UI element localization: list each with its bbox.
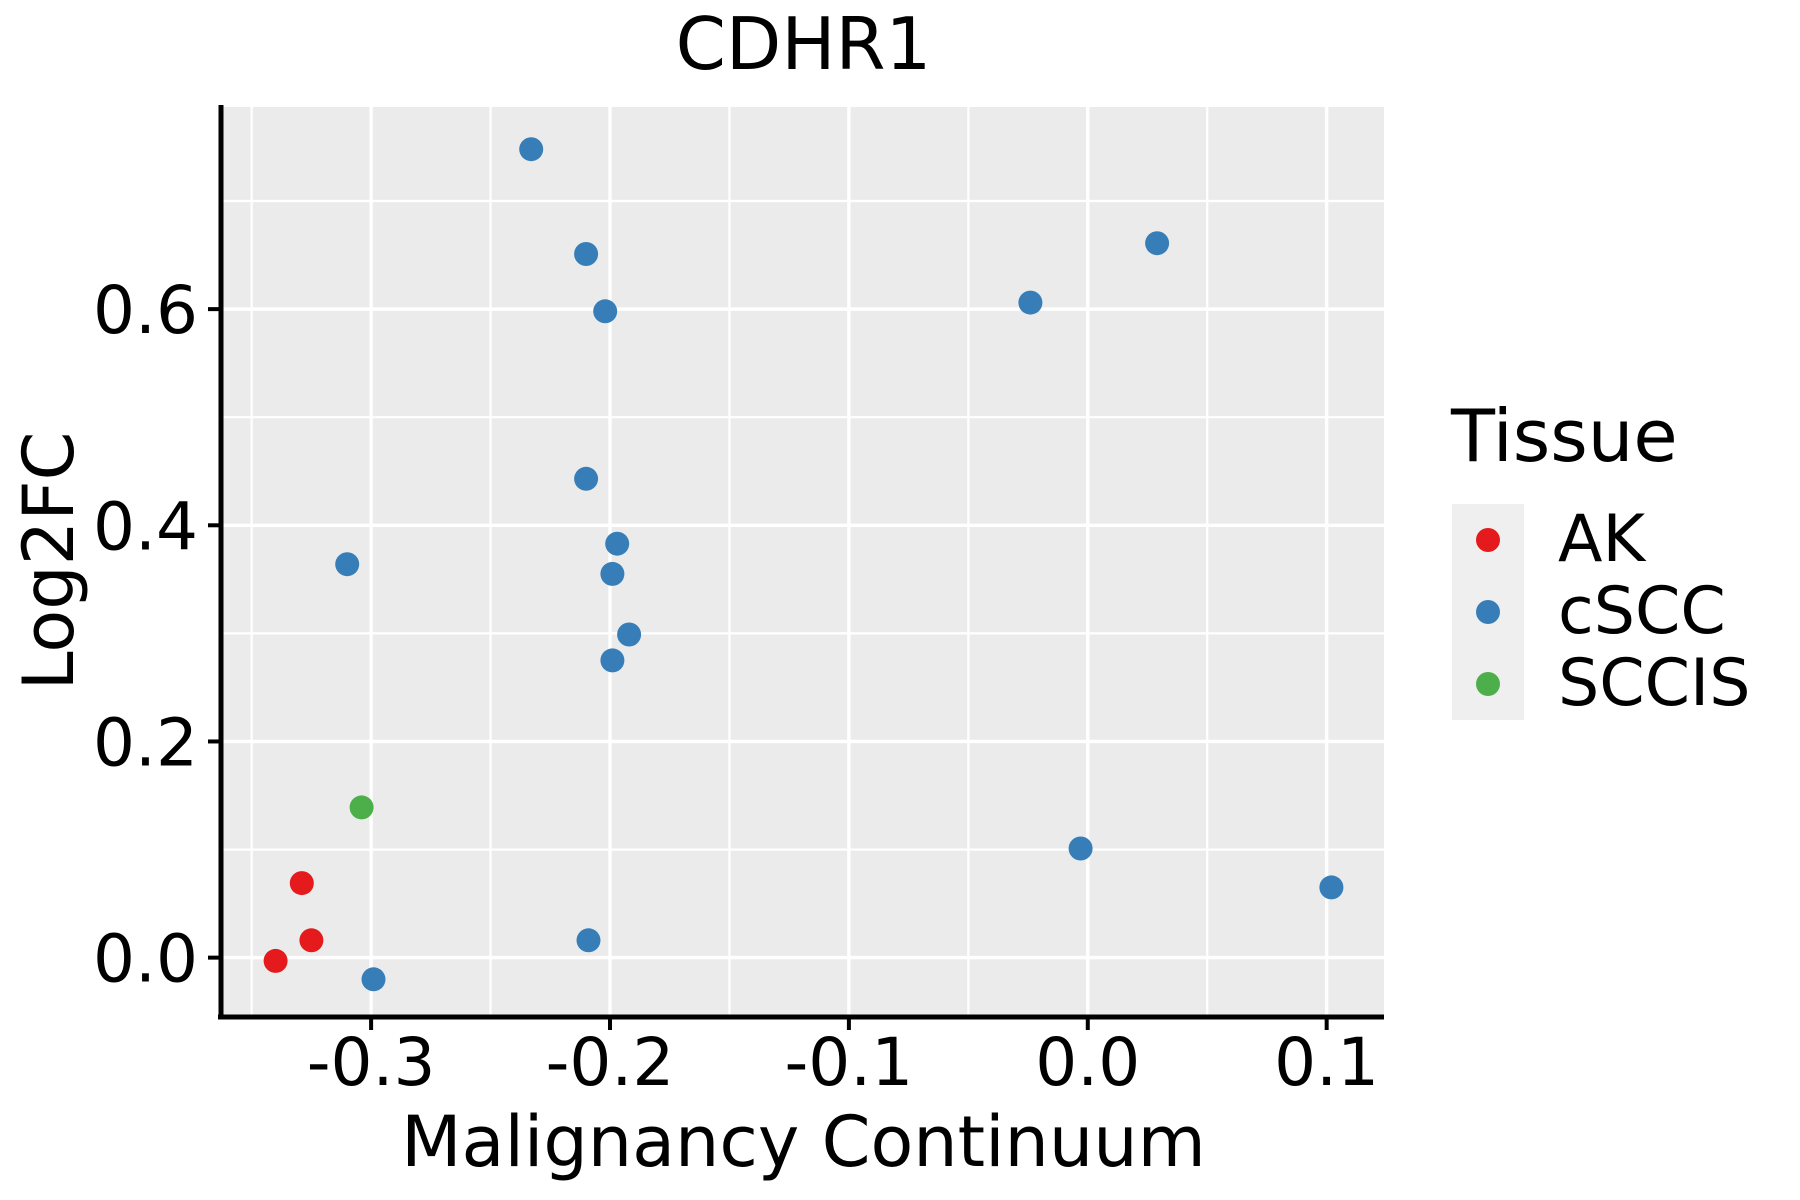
data-point-cscc — [519, 137, 544, 162]
legend-title: Tissue — [1451, 394, 1678, 478]
x-tick-label: 0.0 — [1035, 1024, 1140, 1101]
legend-key — [1452, 504, 1524, 576]
legend-dot-icon — [1476, 672, 1500, 696]
y-tick-label: 0.6 — [93, 272, 198, 349]
x-tick-label: 0.1 — [1274, 1024, 1379, 1101]
x-tick-label: -0.3 — [307, 1024, 436, 1101]
data-point-cscc — [335, 552, 360, 577]
legend-key — [1452, 648, 1524, 720]
data-point-cscc — [1068, 836, 1093, 861]
legend-label: AK — [1558, 502, 1646, 577]
chart-title: CDHR1 — [675, 2, 932, 86]
data-point-cscc — [605, 531, 630, 556]
y-axis-title: Log2FC — [8, 431, 90, 691]
data-point-ak — [263, 948, 288, 973]
data-point-cscc — [574, 466, 599, 491]
data-point-cscc — [1319, 875, 1344, 900]
x-tick-label: -0.1 — [784, 1024, 913, 1101]
legend-label: SCCIS — [1558, 646, 1751, 721]
data-point-ak — [289, 871, 314, 896]
legend-dot-icon — [1476, 528, 1500, 552]
data-point-cscc — [361, 967, 386, 992]
x-tick-label: -0.2 — [546, 1024, 675, 1101]
data-point-cscc — [600, 648, 625, 673]
legend-entry-ak: AK — [1452, 504, 1750, 576]
legend-label: cSCC — [1558, 574, 1726, 649]
data-point-cscc — [1145, 231, 1170, 256]
data-point-cscc — [1018, 290, 1043, 315]
data-point-cscc — [600, 561, 625, 586]
y-tick-label: 0.0 — [93, 921, 198, 998]
data-point-cscc — [574, 242, 599, 266]
plot-panel — [223, 107, 1384, 1016]
data-point-cscc — [576, 928, 601, 953]
y-tick-label: 0.2 — [93, 704, 198, 781]
x-axis-title: Malignancy Continuum — [401, 1101, 1206, 1183]
y-tick-label: 0.4 — [93, 488, 198, 565]
data-point-ak — [299, 928, 324, 953]
legend-entry-cscc: cSCC — [1452, 576, 1750, 648]
data-point-sccis — [349, 795, 374, 820]
legend-dot-icon — [1476, 600, 1500, 624]
data-point-cscc — [593, 299, 618, 324]
data-point-cscc — [617, 622, 642, 647]
legend-key — [1452, 576, 1524, 648]
legend: Tissue AK cSCC SCCIS — [1451, 394, 1750, 720]
legend-entries: AK cSCC SCCIS — [1452, 504, 1750, 720]
legend-entry-sccis: SCCIS — [1452, 648, 1750, 720]
